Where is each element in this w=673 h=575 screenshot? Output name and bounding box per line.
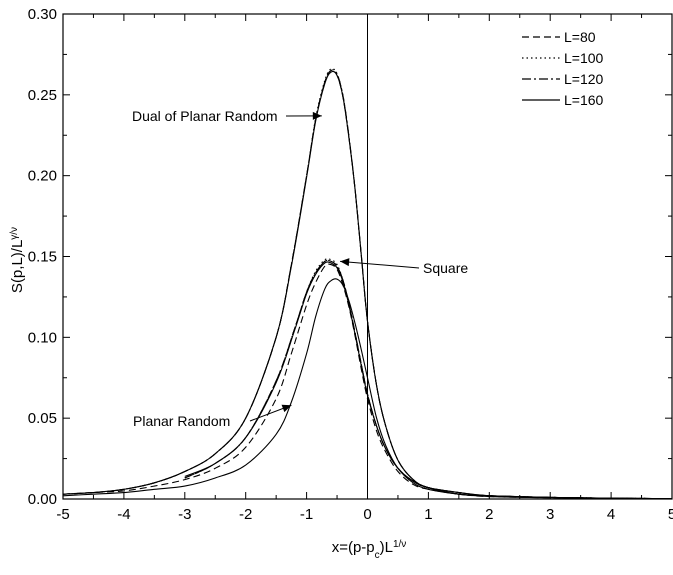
series-line-solid (185, 262, 672, 499)
series-line-dashdot (185, 260, 672, 498)
series-line-dotted (185, 259, 672, 499)
legend-label: L=80 (564, 29, 596, 45)
y-tick-label: 0.30 (28, 6, 57, 23)
annotations: Dual of Planar Random Square Planar Random (132, 108, 468, 429)
legend-label: L=120 (564, 71, 604, 87)
annotation-label: Dual of Planar Random (132, 108, 278, 124)
x-tick-label: -3 (178, 506, 191, 523)
annotation-label: Square (423, 260, 468, 276)
y-tick-label: 0.20 (28, 168, 57, 185)
x-tick-label: -4 (117, 506, 130, 523)
y-tick-label: 0.10 (28, 329, 57, 346)
x-tick-label: -5 (56, 506, 69, 523)
annotation-arrow (340, 261, 419, 268)
annotation-arrowhead (340, 258, 349, 266)
x-tick-label: 5 (668, 506, 673, 523)
legend-label: L=160 (564, 92, 604, 108)
y-tick-label: 0.15 (28, 249, 57, 266)
series-line-dashed (185, 260, 672, 498)
y-tick-label: 0.25 (28, 87, 57, 104)
x-tick-label: 4 (607, 506, 615, 523)
legend-label: L=100 (564, 50, 604, 66)
legend: L=80 L=100 L=120 L=160 (522, 29, 604, 108)
x-tick-label: 2 (485, 506, 493, 523)
y-tick-label: 0.05 (28, 410, 57, 427)
x-tick-label: 1 (424, 506, 432, 523)
x-axis-title: x=(p-pc)L1/ν (332, 539, 407, 561)
x-tick-label: -2 (239, 506, 252, 523)
y-tick-label: 0.00 (28, 491, 57, 508)
y-axis-title: S(p,L)/Lγ/ν (9, 227, 27, 293)
curve-group-1 (185, 259, 672, 499)
x-tick-label: 0 (363, 506, 371, 523)
x-tick-label: 3 (546, 506, 554, 523)
annotation-label: Planar Random (133, 413, 230, 429)
annotation-arrowhead (282, 405, 292, 412)
x-tick-label: -1 (300, 506, 313, 523)
